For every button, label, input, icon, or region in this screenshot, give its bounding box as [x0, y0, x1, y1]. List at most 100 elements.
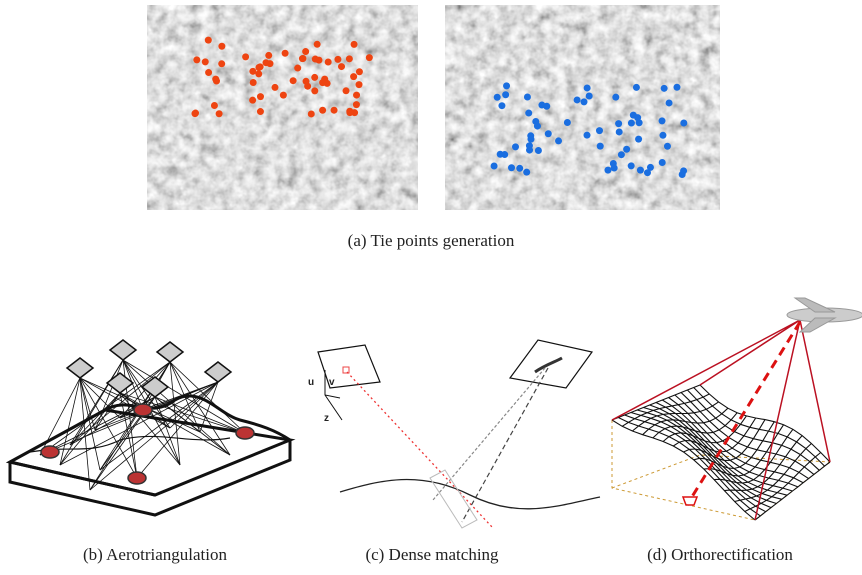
tie-point-blue — [595, 127, 603, 135]
tie-point-blue — [636, 166, 644, 174]
tie-point-blue — [658, 159, 666, 167]
camera-axes — [324, 370, 343, 421]
tie-point-red — [350, 73, 358, 81]
image-blob — [534, 356, 563, 374]
tie-point-blue — [503, 82, 511, 90]
projection-line — [611, 319, 831, 521]
tie-point-red — [215, 110, 223, 118]
tie-point-blue — [533, 122, 541, 130]
tie-point-blue — [583, 131, 591, 139]
axis-label-z: z — [324, 413, 329, 424]
tie-point-blue — [523, 93, 531, 101]
tie-point-blue — [635, 135, 643, 143]
tie-point-blue — [502, 91, 510, 99]
tie-point-blue — [673, 83, 681, 91]
airplane — [786, 297, 862, 333]
ray — [154, 396, 181, 466]
tie-point-red — [193, 56, 201, 64]
ray — [119, 392, 246, 434]
tie-point-red — [307, 110, 315, 118]
tie-point-red — [350, 40, 358, 48]
pixel — [342, 366, 350, 374]
ray — [169, 381, 219, 429]
tie-point-red — [279, 91, 287, 99]
tie-point-red — [242, 53, 250, 61]
tie-point-red — [321, 75, 329, 83]
tie-point-blue — [680, 119, 688, 127]
search-window — [429, 469, 478, 529]
tie-point-red — [299, 55, 307, 63]
tie-point-blue — [623, 145, 631, 153]
tie-point-red — [281, 49, 289, 57]
mesh-line — [662, 399, 799, 488]
ray — [136, 381, 219, 479]
mesh-line — [674, 394, 809, 480]
ray — [199, 381, 219, 433]
tie-point-blue — [580, 98, 588, 106]
tie-point-red — [289, 77, 297, 85]
tie-point-blue — [604, 166, 612, 174]
camera — [108, 339, 138, 361]
tie-point-blue — [609, 159, 617, 167]
tie-point-blue — [490, 162, 498, 170]
tie-point-blue — [544, 130, 552, 138]
tie-point-blue — [665, 99, 673, 107]
tie-point-red — [255, 70, 263, 78]
tie-point-blue — [585, 92, 593, 100]
tie-point-blue — [663, 142, 671, 150]
mesh-line — [703, 424, 785, 477]
mesh-line — [693, 387, 825, 467]
tie-point-red — [255, 64, 263, 72]
camera — [140, 376, 170, 398]
mesh-line — [680, 392, 815, 475]
ray-gray — [432, 367, 546, 501]
ray — [94, 359, 124, 431]
tie-point-blue — [660, 84, 668, 92]
caption-c: (c) Dense matching — [365, 545, 499, 564]
tie-point-red — [192, 109, 200, 117]
ray — [59, 359, 124, 466]
ray — [79, 377, 91, 491]
ray — [122, 359, 231, 456]
tie-point-blue — [493, 93, 501, 101]
tie-point-red — [256, 108, 264, 116]
tie-point-blue — [627, 119, 635, 127]
tie-point-red — [353, 91, 361, 99]
tie-point-red — [346, 109, 354, 117]
camera — [155, 341, 185, 363]
ray — [122, 359, 144, 411]
dense-matching-diagram — [317, 339, 601, 529]
ray — [122, 359, 246, 434]
tie-point-red — [324, 58, 332, 66]
mesh-line — [754, 461, 831, 521]
tie-point-red — [249, 67, 257, 75]
aerotriangulation-diagram — [5, 339, 296, 517]
ray — [39, 381, 219, 456]
tie-point-blue — [678, 170, 686, 178]
axis-label-u: u — [308, 377, 314, 388]
ray — [154, 396, 246, 434]
tie-point-blue — [525, 109, 533, 117]
tie-point-red — [249, 96, 257, 104]
ray — [79, 377, 171, 429]
tie-point-red — [271, 83, 279, 91]
caption-a: (a) Tie points generation — [348, 231, 515, 250]
ray — [169, 361, 231, 456]
tie-point-red — [342, 87, 350, 95]
control-point — [40, 445, 60, 459]
mesh-line — [668, 397, 804, 484]
tie-point-red — [302, 48, 310, 56]
ray-dark — [461, 367, 549, 523]
tie-point-blue — [563, 118, 571, 126]
tie-point-blue — [634, 114, 642, 122]
mesh-line — [734, 443, 812, 503]
ray — [39, 377, 81, 456]
ray — [119, 392, 181, 466]
tie-point-red — [218, 42, 226, 50]
ground-frame — [611, 454, 831, 489]
tie-point-red — [319, 106, 327, 114]
tie-point-blue — [658, 117, 666, 125]
ray — [69, 392, 121, 446]
tie-point-red — [365, 54, 373, 62]
tie-point-blue — [523, 168, 531, 176]
